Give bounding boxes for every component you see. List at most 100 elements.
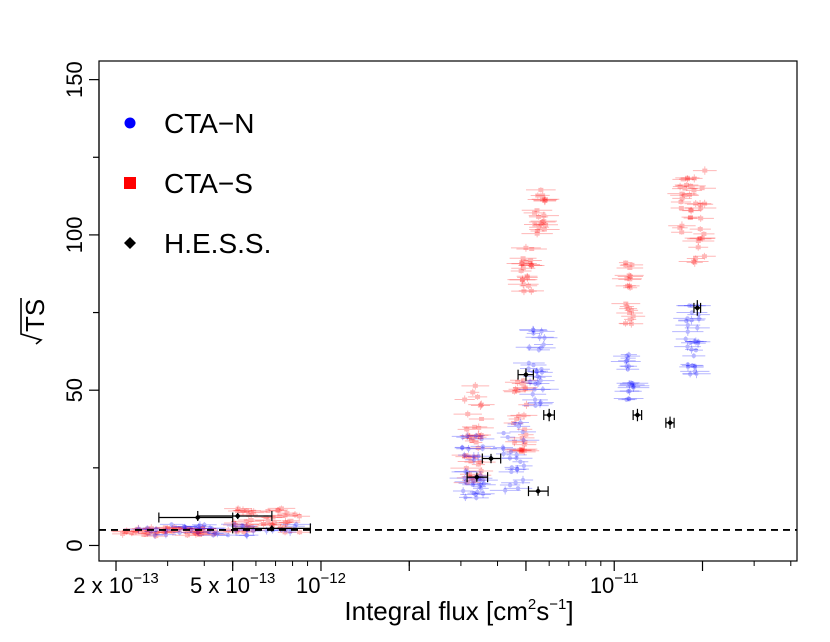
data-point — [524, 222, 546, 227]
point-marker — [135, 526, 141, 531]
data-point — [531, 334, 558, 342]
point-marker — [687, 216, 693, 221]
data-point — [465, 480, 496, 489]
data-point — [510, 411, 538, 419]
point-marker — [183, 524, 188, 530]
point-marker — [215, 530, 220, 536]
point-marker — [270, 515, 276, 520]
point-marker — [519, 277, 525, 282]
point-marker — [470, 482, 475, 488]
data-point — [131, 532, 157, 537]
legend-entry: H.E.S.S. — [124, 228, 271, 259]
point-marker — [465, 434, 470, 439]
data-point — [231, 518, 262, 524]
data-point — [464, 438, 479, 443]
point-marker — [695, 239, 701, 244]
data-point — [462, 455, 477, 460]
point-marker — [515, 380, 521, 385]
point-marker — [539, 367, 544, 372]
data-point — [623, 282, 636, 290]
data-point — [504, 449, 518, 455]
hess-point — [197, 510, 273, 521]
data-point — [141, 526, 172, 533]
point-marker — [501, 430, 506, 436]
point-marker — [697, 236, 703, 241]
data-point — [453, 410, 482, 418]
point-marker — [678, 205, 684, 210]
data-point — [508, 465, 527, 474]
data-point — [462, 482, 484, 488]
point-marker — [624, 397, 629, 402]
point-marker — [522, 439, 528, 444]
point-marker — [623, 260, 629, 265]
data-point — [618, 320, 633, 327]
data-point — [671, 229, 693, 235]
point-marker — [534, 369, 539, 374]
data-point — [619, 362, 634, 371]
point-marker — [519, 381, 525, 386]
point-marker — [701, 254, 707, 259]
data-point — [618, 383, 650, 389]
point-marker — [471, 454, 477, 459]
legend-marker-circle — [124, 117, 136, 129]
hess-point — [665, 416, 675, 430]
data-point — [615, 282, 640, 289]
point-marker — [691, 353, 696, 359]
data-point — [223, 518, 244, 528]
data-point — [527, 399, 553, 408]
point-marker — [141, 532, 147, 537]
point-marker — [200, 526, 206, 531]
data-point — [529, 227, 560, 232]
point-marker — [696, 316, 702, 322]
point-marker — [515, 388, 521, 393]
data-point — [621, 396, 637, 402]
point-marker — [687, 303, 692, 308]
point-marker — [241, 530, 247, 535]
point-marker — [631, 385, 636, 390]
point-marker — [525, 283, 531, 288]
data-point — [469, 467, 494, 475]
hess-marker — [546, 412, 553, 419]
data-point — [122, 530, 142, 537]
point-marker — [533, 403, 538, 408]
point-marker — [505, 434, 510, 440]
point-marker — [523, 259, 529, 264]
data-point — [509, 434, 535, 441]
data-point — [518, 400, 535, 409]
point-marker — [679, 223, 685, 228]
data-point — [672, 186, 698, 191]
data-point — [520, 262, 543, 269]
data-point — [619, 302, 635, 311]
data-point — [281, 521, 312, 528]
point-marker — [182, 524, 187, 530]
point-marker — [543, 197, 549, 202]
data-point — [682, 206, 701, 215]
point-marker — [628, 321, 634, 326]
data-point — [528, 214, 549, 220]
point-marker — [529, 263, 535, 268]
point-marker — [519, 261, 525, 266]
data-point — [686, 364, 704, 370]
data-point — [499, 482, 521, 488]
x-axis-label: Integral flux [cm2s−1] — [344, 596, 573, 626]
hess-marker — [694, 304, 701, 311]
data-point — [684, 236, 716, 241]
point-marker — [528, 288, 534, 293]
point-marker — [683, 336, 688, 342]
data-point — [165, 527, 181, 536]
point-marker — [170, 529, 176, 534]
point-marker — [536, 225, 542, 230]
data-point — [674, 182, 699, 188]
data-point — [678, 258, 709, 265]
data-point — [461, 381, 490, 390]
point-marker — [685, 344, 690, 349]
point-marker — [539, 329, 544, 334]
hess-marker — [473, 474, 480, 481]
data-point — [458, 451, 471, 459]
point-marker — [511, 439, 517, 444]
point-marker — [521, 448, 527, 453]
data-point — [468, 431, 489, 440]
data-point — [620, 262, 644, 267]
point-marker — [162, 530, 168, 535]
data-point — [678, 175, 697, 183]
